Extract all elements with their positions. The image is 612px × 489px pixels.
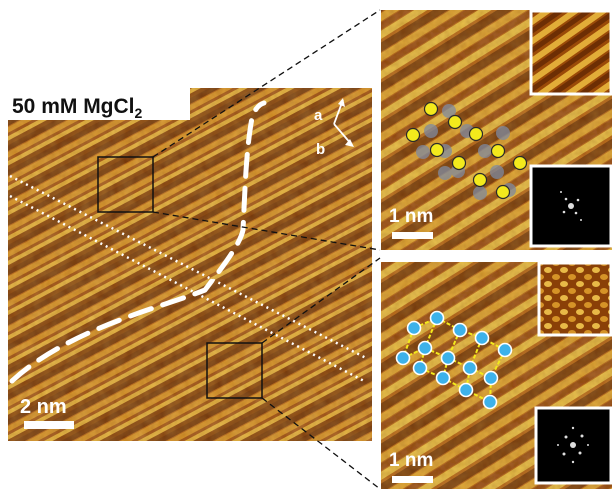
selection-box-bottom [206, 342, 263, 399]
dotted-line-upper [9, 174, 367, 360]
top-inset-scale-label: 1 nm [389, 206, 433, 227]
bottom-inset: 1 nm [381, 261, 612, 489]
top-inset: 1 nm [381, 9, 612, 250]
bottom-inset-scale-label: 1 nm [389, 450, 433, 471]
lattice-axes: a b [314, 98, 354, 158]
selection-box-top [97, 156, 154, 213]
main-scale-label: 2 nm [20, 396, 67, 418]
top-lattice-overlay [405, 101, 528, 200]
dotted-line-lower [9, 194, 367, 384]
domain-boundary-dashed [9, 100, 267, 384]
axis-b-label: b [316, 141, 325, 158]
top-inset-scale-bar [392, 232, 433, 239]
condition-label: 50 mM MgCl2 [12, 95, 143, 121]
top-fft-inset [529, 164, 612, 248]
bottom-zoom-inset [537, 261, 612, 337]
bottom-fft-inset [534, 406, 612, 485]
bottom-lattice-overlay [395, 310, 513, 410]
axis-a-label: a [314, 107, 323, 124]
bottom-inset-scale-bar [392, 476, 433, 483]
main-stm-image [8, 88, 372, 441]
main-scale-bar [24, 421, 74, 429]
top-zoom-inset [529, 9, 612, 96]
connector-lines [152, 9, 381, 489]
